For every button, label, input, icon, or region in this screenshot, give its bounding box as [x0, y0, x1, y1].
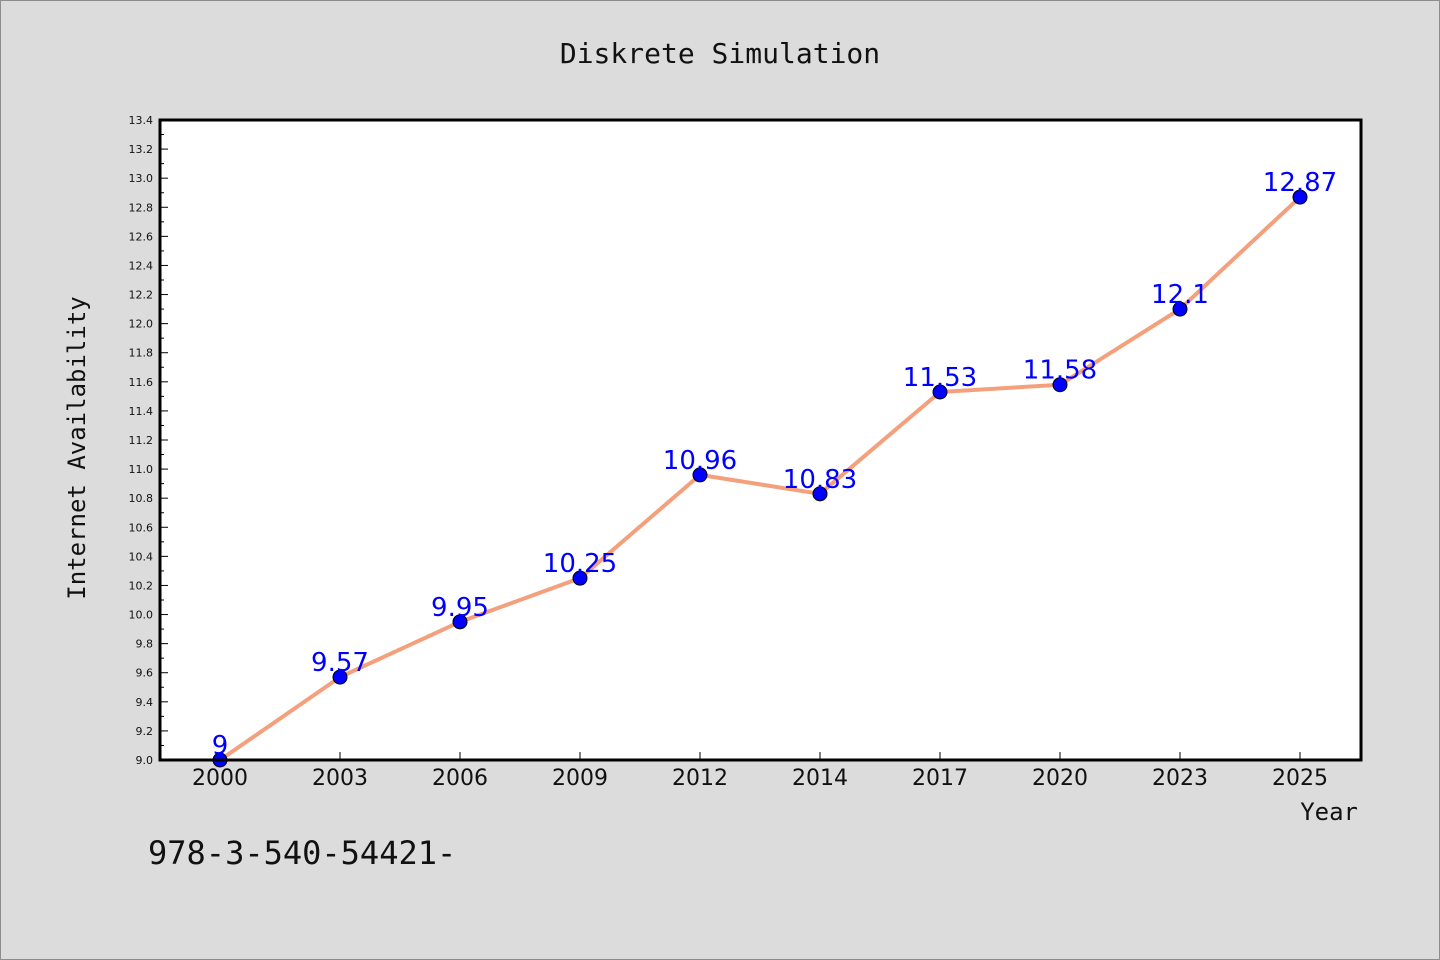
y-tick-label: 9.4 [136, 696, 154, 709]
data-point [692, 467, 708, 483]
data-point [812, 486, 828, 502]
y-tick-label: 11.0 [129, 463, 154, 476]
x-tick-label: 2020 [1032, 766, 1088, 791]
data-label: 9.57 [311, 648, 369, 678]
series-line [218, 195, 1302, 762]
y-tick-label: 12.0 [129, 318, 154, 331]
y-tick-label: 12.2 [129, 289, 154, 302]
x-tick-label: 2003 [312, 766, 368, 791]
footer-isbn-text: 978-3-540-54421- [148, 834, 456, 872]
x-tick-label: 2023 [1152, 766, 1208, 791]
y-tick-label: 12.8 [129, 201, 154, 214]
y-tick-label: 10.8 [129, 492, 154, 505]
x-tick-label: 2012 [672, 766, 728, 791]
data-label: 11.58 [1023, 356, 1097, 386]
chart-title: Diskrete Simulation [560, 37, 880, 70]
y-tick-label: 10.6 [129, 521, 154, 534]
y-tick-label: 13.0 [129, 172, 154, 185]
x-tick-label: 2025 [1272, 766, 1328, 791]
x-axis-label: Year [1300, 798, 1358, 826]
y-tick-label: 10.4 [129, 550, 154, 563]
y-tick-label: 10.2 [129, 579, 154, 592]
data-label: 12.87 [1263, 168, 1337, 198]
data-label: 9 [212, 731, 229, 761]
y-tick-label: 13.4 [129, 114, 154, 127]
y-tick-label: 12.6 [129, 230, 154, 243]
x-tick-label: 2006 [432, 766, 488, 791]
y-tick-label: 13.2 [129, 143, 154, 156]
plot-border [158, 118, 1363, 762]
x-tick-label: 2009 [552, 766, 608, 791]
data-point [1052, 377, 1068, 393]
data-label: 10.96 [663, 446, 737, 476]
series-layer: 9 9.57 9.95 10.25 10.96 10.83 11.53 11.58 12.1 12… [212, 168, 1337, 768]
data-point [452, 614, 468, 630]
data-point [932, 384, 948, 400]
data-point [1172, 301, 1188, 317]
y-tick-label: 12.4 [129, 259, 154, 272]
y-tick-label: 11.6 [129, 376, 154, 389]
y-tick-label: 9.8 [136, 638, 154, 651]
data-label: 11.53 [903, 363, 977, 393]
data-point [332, 669, 348, 685]
data-point [1292, 189, 1308, 205]
data-label: 10.83 [783, 465, 857, 495]
y-tick-label: 10.0 [129, 609, 154, 622]
y-tick-label: 9.0 [136, 754, 154, 767]
y-tick-label: 11.2 [129, 434, 154, 447]
x-axis: 2000 2003 2006 2009 2012 2014 2017 2020 2023 2025 [192, 752, 1328, 791]
y-tick-label: 11.4 [129, 405, 154, 418]
x-tick-label: 2017 [912, 766, 968, 791]
y-tick-label: 9.6 [136, 667, 154, 680]
y-tick-label: 11.8 [129, 347, 154, 360]
y-axis-label: Internet Availability [63, 296, 91, 599]
plot-area [160, 120, 1361, 760]
data-point [572, 570, 588, 586]
y-axis: 9.0 9.2 9.4 9.6 9.8 10.0 10.2 10.4 10.6 10.8 11.0 1… [129, 114, 168, 767]
x-tick-label: 2000 [192, 766, 248, 791]
data-label: 12.1 [1151, 280, 1209, 310]
data-label: 10.25 [543, 549, 617, 579]
data-label: 9.95 [431, 593, 489, 623]
x-tick-label: 2014 [792, 766, 848, 791]
y-tick-label: 9.2 [136, 725, 154, 738]
